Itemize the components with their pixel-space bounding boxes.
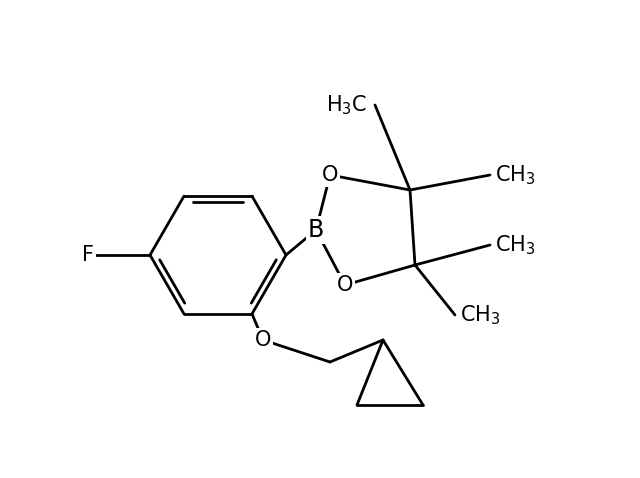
- Text: B: B: [308, 218, 324, 242]
- Text: O: O: [322, 165, 338, 185]
- Text: O: O: [337, 275, 353, 295]
- Text: O: O: [255, 330, 271, 350]
- Text: $\mathregular{CH_3}$: $\mathregular{CH_3}$: [460, 303, 500, 327]
- Text: $\mathregular{H_3C}$: $\mathregular{H_3C}$: [326, 93, 367, 117]
- Text: $\mathregular{CH_3}$: $\mathregular{CH_3}$: [495, 163, 536, 187]
- Text: $\mathregular{CH_3}$: $\mathregular{CH_3}$: [495, 233, 536, 257]
- Text: F: F: [82, 245, 94, 265]
